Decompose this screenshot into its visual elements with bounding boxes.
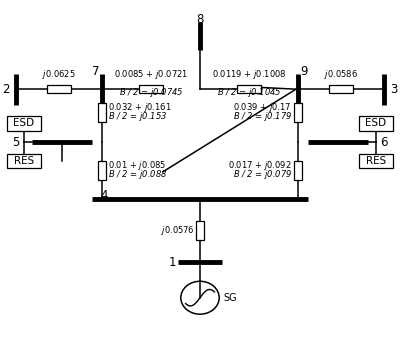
Text: 5: 5 <box>12 136 20 149</box>
Text: SG: SG <box>223 293 237 303</box>
Bar <box>196 221 204 240</box>
Text: 3: 3 <box>390 83 398 96</box>
Text: ESD: ESD <box>366 118 386 129</box>
Text: 7: 7 <box>92 65 100 78</box>
Text: 0.0119 + $j$0.1008: 0.0119 + $j$0.1008 <box>212 68 286 81</box>
Text: 2: 2 <box>2 83 10 96</box>
Text: 8: 8 <box>196 13 204 26</box>
Bar <box>359 154 393 168</box>
Bar <box>7 154 41 168</box>
Text: 4: 4 <box>100 189 108 202</box>
Text: $j$0.0625: $j$0.0625 <box>42 68 76 81</box>
Bar <box>7 116 41 131</box>
Bar <box>98 103 106 122</box>
Text: 6: 6 <box>380 136 388 149</box>
Text: ESD: ESD <box>14 118 34 129</box>
Bar <box>294 103 302 122</box>
Text: 0.0085 + $j$0.0721: 0.0085 + $j$0.0721 <box>114 68 188 81</box>
Text: 1: 1 <box>168 256 176 269</box>
Text: $j$0.0576: $j$0.0576 <box>160 224 194 237</box>
Bar <box>359 116 393 131</box>
Text: $B$ / 2 = $j$0.179: $B$ / 2 = $j$0.179 <box>233 110 292 123</box>
Text: 0.032 + $j$0.161: 0.032 + $j$0.161 <box>108 101 172 114</box>
Text: RES: RES <box>366 156 386 166</box>
Bar <box>98 161 106 180</box>
Bar <box>46 85 71 93</box>
Bar <box>237 85 262 93</box>
Text: $B$ / 2 = $j$0.079: $B$ / 2 = $j$0.079 <box>233 168 292 181</box>
Bar <box>329 85 354 93</box>
Text: $j$0.0586: $j$0.0586 <box>324 68 358 81</box>
Text: $B$ / 2 = $j$0.153: $B$ / 2 = $j$0.153 <box>108 110 167 123</box>
Bar <box>139 85 164 93</box>
Text: $B$ / 2 = $j$0.1045: $B$ / 2 = $j$0.1045 <box>217 86 281 99</box>
Text: 0.039 + $j$0.17: 0.039 + $j$0.17 <box>234 101 292 114</box>
Text: RES: RES <box>14 156 34 166</box>
Text: $B$ / 2 = $j$0.0745: $B$ / 2 = $j$0.0745 <box>119 86 183 99</box>
Text: 9: 9 <box>300 65 308 78</box>
Text: $B$ / 2 = $j$0.088: $B$ / 2 = $j$0.088 <box>108 168 168 181</box>
Bar <box>294 161 302 180</box>
Text: 0.017 + $j$0.092: 0.017 + $j$0.092 <box>228 159 292 172</box>
Text: 0.01 + $j$0.085: 0.01 + $j$0.085 <box>108 159 166 172</box>
